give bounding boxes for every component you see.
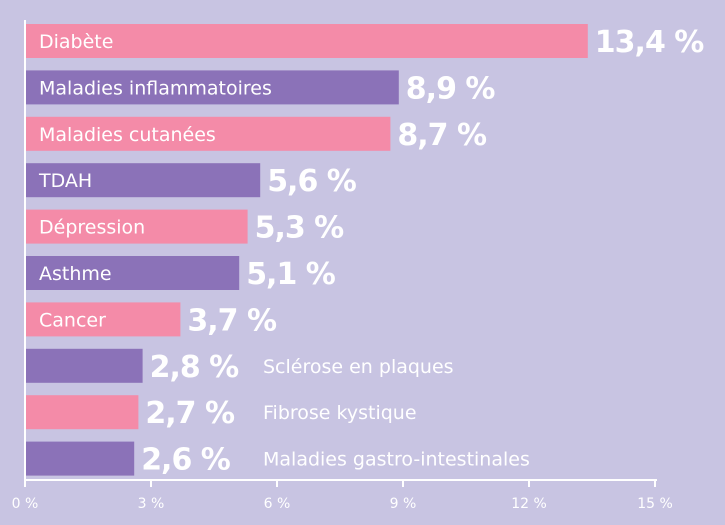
bar-8 bbox=[25, 395, 139, 430]
category-label-1: Maladies inflammatoires bbox=[39, 77, 272, 99]
value-label-2: 8,7 % bbox=[397, 118, 487, 153]
category-label-9: Maladies gastro-intestinales bbox=[263, 449, 530, 471]
category-label-2: Maladies cutanées bbox=[39, 124, 216, 146]
category-label-8: Fibrose kystique bbox=[263, 402, 417, 424]
bar-9 bbox=[25, 441, 135, 476]
x-tick-label-1: 3 % bbox=[138, 496, 165, 512]
category-label-7: Sclérose en plaques bbox=[263, 356, 454, 378]
bar-3 bbox=[25, 163, 261, 198]
bar-6 bbox=[25, 302, 181, 337]
value-label-6: 3,7 % bbox=[187, 303, 277, 338]
x-tick-label-0: 0 % bbox=[12, 496, 39, 512]
bar-7 bbox=[25, 348, 143, 383]
value-label-3: 5,6 % bbox=[267, 164, 357, 199]
value-label-7: 2,8 % bbox=[150, 350, 240, 385]
x-tick-label-4: 12 % bbox=[511, 496, 547, 512]
value-label-9: 2,6 % bbox=[141, 443, 231, 478]
x-tick-label-3: 9 % bbox=[390, 496, 417, 512]
value-label-8: 2,7 % bbox=[145, 396, 235, 431]
category-label-0: Diabète bbox=[39, 31, 113, 53]
category-label-6: Cancer bbox=[39, 309, 106, 331]
value-label-0: 13,4 % bbox=[595, 25, 704, 60]
bar-4 bbox=[25, 209, 248, 244]
bar-0 bbox=[25, 24, 588, 58]
bar-2 bbox=[25, 116, 391, 151]
value-label-5: 5,1 % bbox=[246, 257, 336, 292]
bars-group: 13,4 % Diabète 8,9 % Maladies inflammatoire… bbox=[25, 24, 705, 478]
x-tick-label-2: 6 % bbox=[264, 496, 291, 512]
category-label-3: TDAH bbox=[38, 170, 92, 192]
value-label-4: 5,3 % bbox=[255, 211, 345, 246]
x-tick-label-5: 15 % bbox=[637, 496, 673, 512]
value-label-1: 8,9 % bbox=[406, 71, 496, 106]
category-label-4: Dépression bbox=[39, 217, 145, 239]
bar-5 bbox=[25, 256, 240, 290]
category-label-5: Asthme bbox=[39, 263, 112, 285]
bar-1 bbox=[25, 70, 399, 105]
x-ticks-group: 0 % 3 % 6 % 9 % 12 % 15 % bbox=[12, 480, 673, 512]
